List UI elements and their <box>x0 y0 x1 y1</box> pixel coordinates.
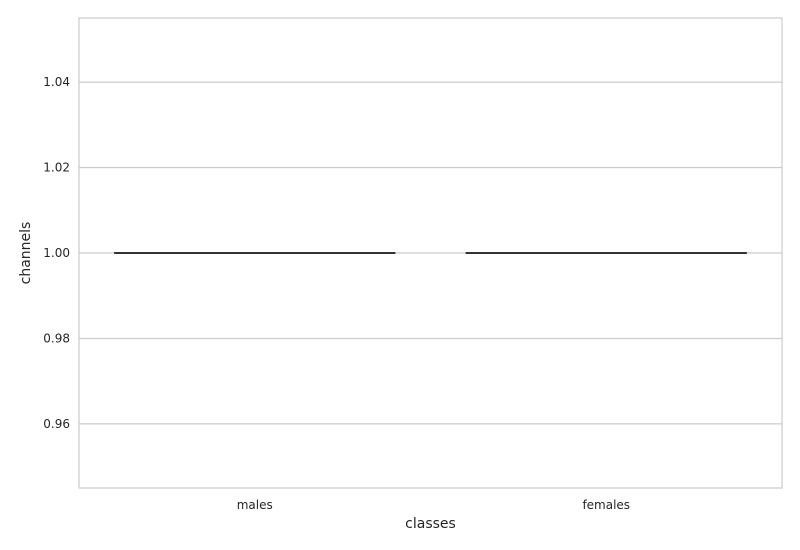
y-tick-label: 1.04 <box>43 75 70 89</box>
x-tick-label: females <box>582 498 630 512</box>
y-tick-label: 1.00 <box>43 246 70 260</box>
y-tick-label: 1.02 <box>43 161 70 175</box>
y-axis-title: channels <box>18 222 34 285</box>
x-tick-label: males <box>237 498 273 512</box>
y-tick-label: 0.96 <box>43 417 70 431</box>
y-tick-labels: 0.96 0.98 1.00 1.02 1.04 <box>43 75 70 431</box>
x-axis-title: classes <box>405 516 456 532</box>
plot-frame <box>78 17 783 489</box>
y-tick-label: 0.98 <box>43 331 70 345</box>
x-tick-labels: males females <box>237 498 630 512</box>
